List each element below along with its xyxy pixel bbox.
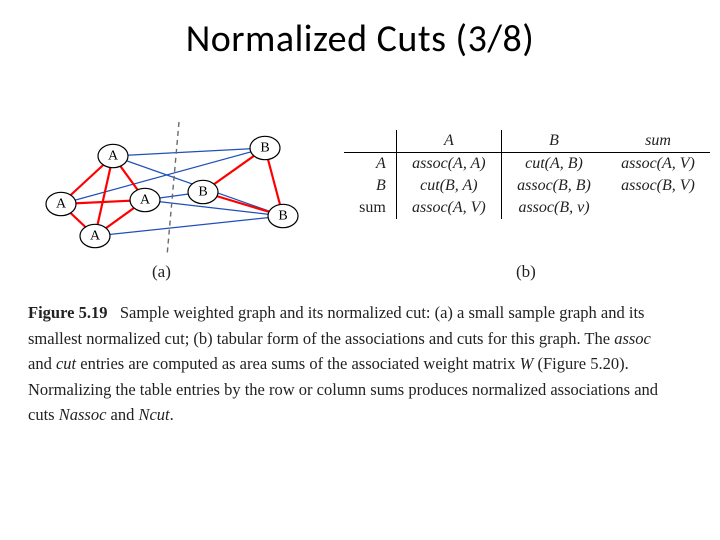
sublabel-b: (b) bbox=[516, 262, 536, 282]
caption-lead: Sample weighted graph and its normalized… bbox=[28, 303, 644, 348]
table-header-row: A B sum bbox=[344, 130, 710, 153]
cell-sum-A: assoc(A, V) bbox=[412, 199, 486, 216]
table-row-B: B cut(B, A) assoc(B, B) assoc(B, V) bbox=[344, 175, 710, 197]
figure-a-graph: A A A A B B B bbox=[12, 116, 330, 266]
cell-B-sum: assoc(B, V) bbox=[621, 177, 695, 194]
assoc-edges bbox=[61, 148, 283, 236]
assoc-cut-table: A B sum A assoc(A, A) cut(A, B) assoc(A,… bbox=[344, 130, 710, 219]
cell-A-sum: assoc(A, V) bbox=[621, 155, 695, 172]
caption-mid2: entries are computed as area sums of the… bbox=[76, 354, 520, 373]
caption-Nassoc: Nassoc bbox=[59, 405, 107, 424]
graph-node-label: B bbox=[198, 185, 207, 200]
row-A-label: A bbox=[344, 153, 396, 176]
figure-b-table: A B sum A assoc(A, A) cut(A, B) assoc(A,… bbox=[344, 130, 710, 219]
graph-edge bbox=[95, 216, 283, 236]
caption-cut: cut bbox=[56, 354, 76, 373]
graph-node-label: B bbox=[278, 209, 287, 224]
slide-root: Normalized Cuts (3/8) AAAABBB A B sum A … bbox=[0, 0, 720, 540]
col-A: A bbox=[396, 130, 501, 153]
cell-sum-sum bbox=[606, 197, 710, 219]
caption-mid1: and bbox=[28, 354, 56, 373]
col-B: B bbox=[501, 130, 606, 153]
row-sum-label: sum bbox=[344, 197, 396, 219]
col-sum: sum bbox=[606, 130, 710, 153]
figure-caption: Figure 5.19 Sample weighted graph and it… bbox=[28, 300, 668, 428]
graph-node-label: A bbox=[108, 149, 119, 164]
cut-dashed-line bbox=[167, 122, 179, 256]
caption-tail: . bbox=[170, 405, 174, 424]
cell-B-B: assoc(B, B) bbox=[517, 177, 591, 194]
graph-node-label: A bbox=[90, 229, 101, 244]
caption-mid4: and bbox=[106, 405, 138, 424]
caption-Ncut: Ncut bbox=[138, 405, 169, 424]
graph-node-label: A bbox=[140, 193, 151, 208]
corner-cell bbox=[344, 130, 396, 153]
caption-fignum: Figure 5.19 bbox=[28, 303, 107, 322]
cell-A-B: cut(A, B) bbox=[525, 155, 583, 172]
graph-edge bbox=[145, 200, 283, 216]
cell-sum-B: assoc(B, v) bbox=[518, 199, 589, 216]
graph-node-label: B bbox=[260, 141, 269, 156]
page-title: Normalized Cuts (3/8) bbox=[0, 16, 720, 62]
caption-assoc: assoc bbox=[614, 329, 651, 348]
graph-node-label: A bbox=[56, 197, 67, 212]
cell-B-A: cut(B, A) bbox=[420, 177, 477, 194]
cell-A-A: assoc(A, A) bbox=[412, 155, 485, 172]
table-row-A: A assoc(A, A) cut(A, B) assoc(A, V) bbox=[344, 153, 710, 176]
row-B-label: B bbox=[344, 175, 396, 197]
table-row-sum: sum assoc(A, V) assoc(B, v) bbox=[344, 197, 710, 219]
caption-W: W bbox=[520, 354, 534, 373]
cut-edges bbox=[61, 148, 283, 236]
sublabel-a: (a) bbox=[152, 262, 171, 282]
